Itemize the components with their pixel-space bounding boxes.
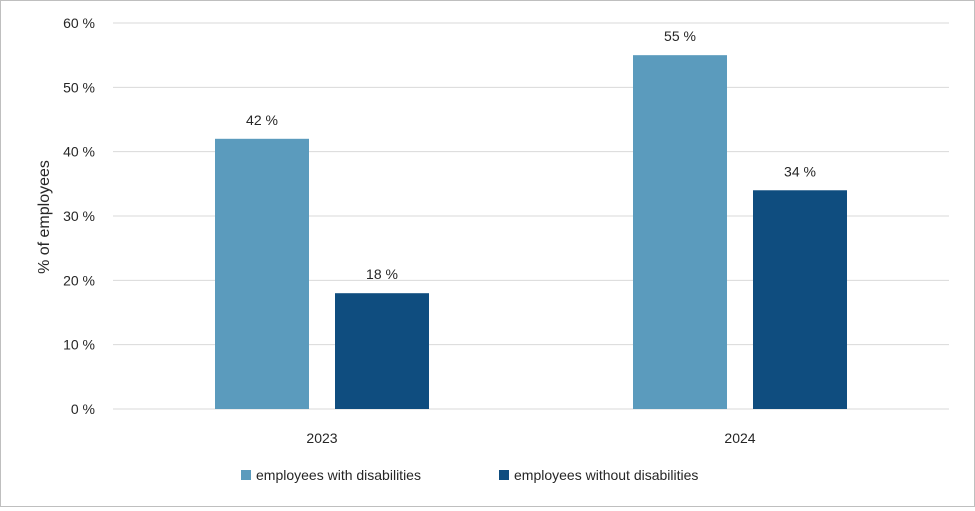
x-tick-label: 2023	[306, 430, 337, 446]
bar	[753, 190, 847, 409]
data-label: 34 %	[784, 163, 816, 179]
y-tick-label: 50 %	[63, 79, 95, 95]
y-tick-label: 0 %	[71, 401, 95, 417]
y-axis-title: % of employees	[36, 160, 53, 274]
bars	[215, 55, 847, 410]
x-tick-label: 2024	[724, 430, 755, 446]
data-labels: 42 % 18 % 55 % 34 %	[246, 28, 816, 282]
y-tick-label: 30 %	[63, 208, 95, 224]
y-tick-label: 60 %	[63, 15, 95, 31]
y-tick-label: 20 %	[63, 272, 95, 288]
bar	[215, 138, 309, 410]
axes: 0 % 10 % 20 % 30 % 40 % 50 % 60 % 2023 2024	[63, 15, 756, 446]
data-label: 55 %	[664, 28, 696, 44]
data-label: 42 %	[246, 112, 278, 128]
y-tick-label: 40 %	[63, 144, 95, 160]
data-label: 18 %	[366, 266, 398, 282]
legend-label: employees without disabilities	[514, 467, 698, 483]
y-tick-label: 10 %	[63, 337, 95, 353]
legend-swatch	[499, 470, 509, 480]
legend: employees with disabilities employees wit…	[241, 467, 698, 483]
legend-label: employees with disabilities	[256, 467, 421, 483]
bar	[633, 55, 727, 410]
legend-swatch	[241, 470, 251, 480]
bar	[335, 293, 429, 409]
